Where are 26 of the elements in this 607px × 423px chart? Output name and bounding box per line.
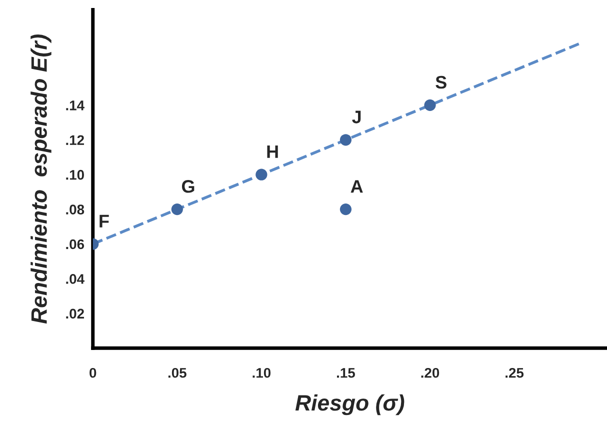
y-tick-label: .04: [66, 274, 84, 284]
y-tick-label: .08: [66, 204, 84, 214]
x-tick-label: .10: [252, 368, 271, 378]
x-tick-label: .05: [168, 368, 186, 378]
y-tick-label: .14: [66, 100, 84, 110]
annotation: F: [100, 214, 109, 228]
annotation: A: [350, 180, 363, 193]
annotation: H: [267, 146, 278, 158]
point: [424, 99, 436, 111]
x-tick-label: .25: [506, 368, 524, 378]
annotation: S: [436, 76, 446, 89]
y-tick-label: .02: [66, 308, 84, 319]
point: [340, 203, 352, 216]
x-tick-label: 0: [90, 368, 96, 378]
annotation: G: [182, 180, 194, 193]
x-tick-label: .15: [337, 368, 355, 378]
y-tick-label: .06: [66, 239, 84, 250]
point: [256, 168, 268, 180]
y-tick-label: .10: [66, 170, 84, 180]
point: [340, 134, 352, 146]
y-axis-title: Rendimiento esperado E(r): [30, 34, 52, 324]
point: [171, 203, 183, 216]
annotation: J: [352, 110, 361, 124]
x-axis-title: Riesgo (σ): [295, 394, 404, 416]
y-tick-label: .12: [66, 135, 84, 145]
x-tick-label: .20: [421, 368, 440, 378]
